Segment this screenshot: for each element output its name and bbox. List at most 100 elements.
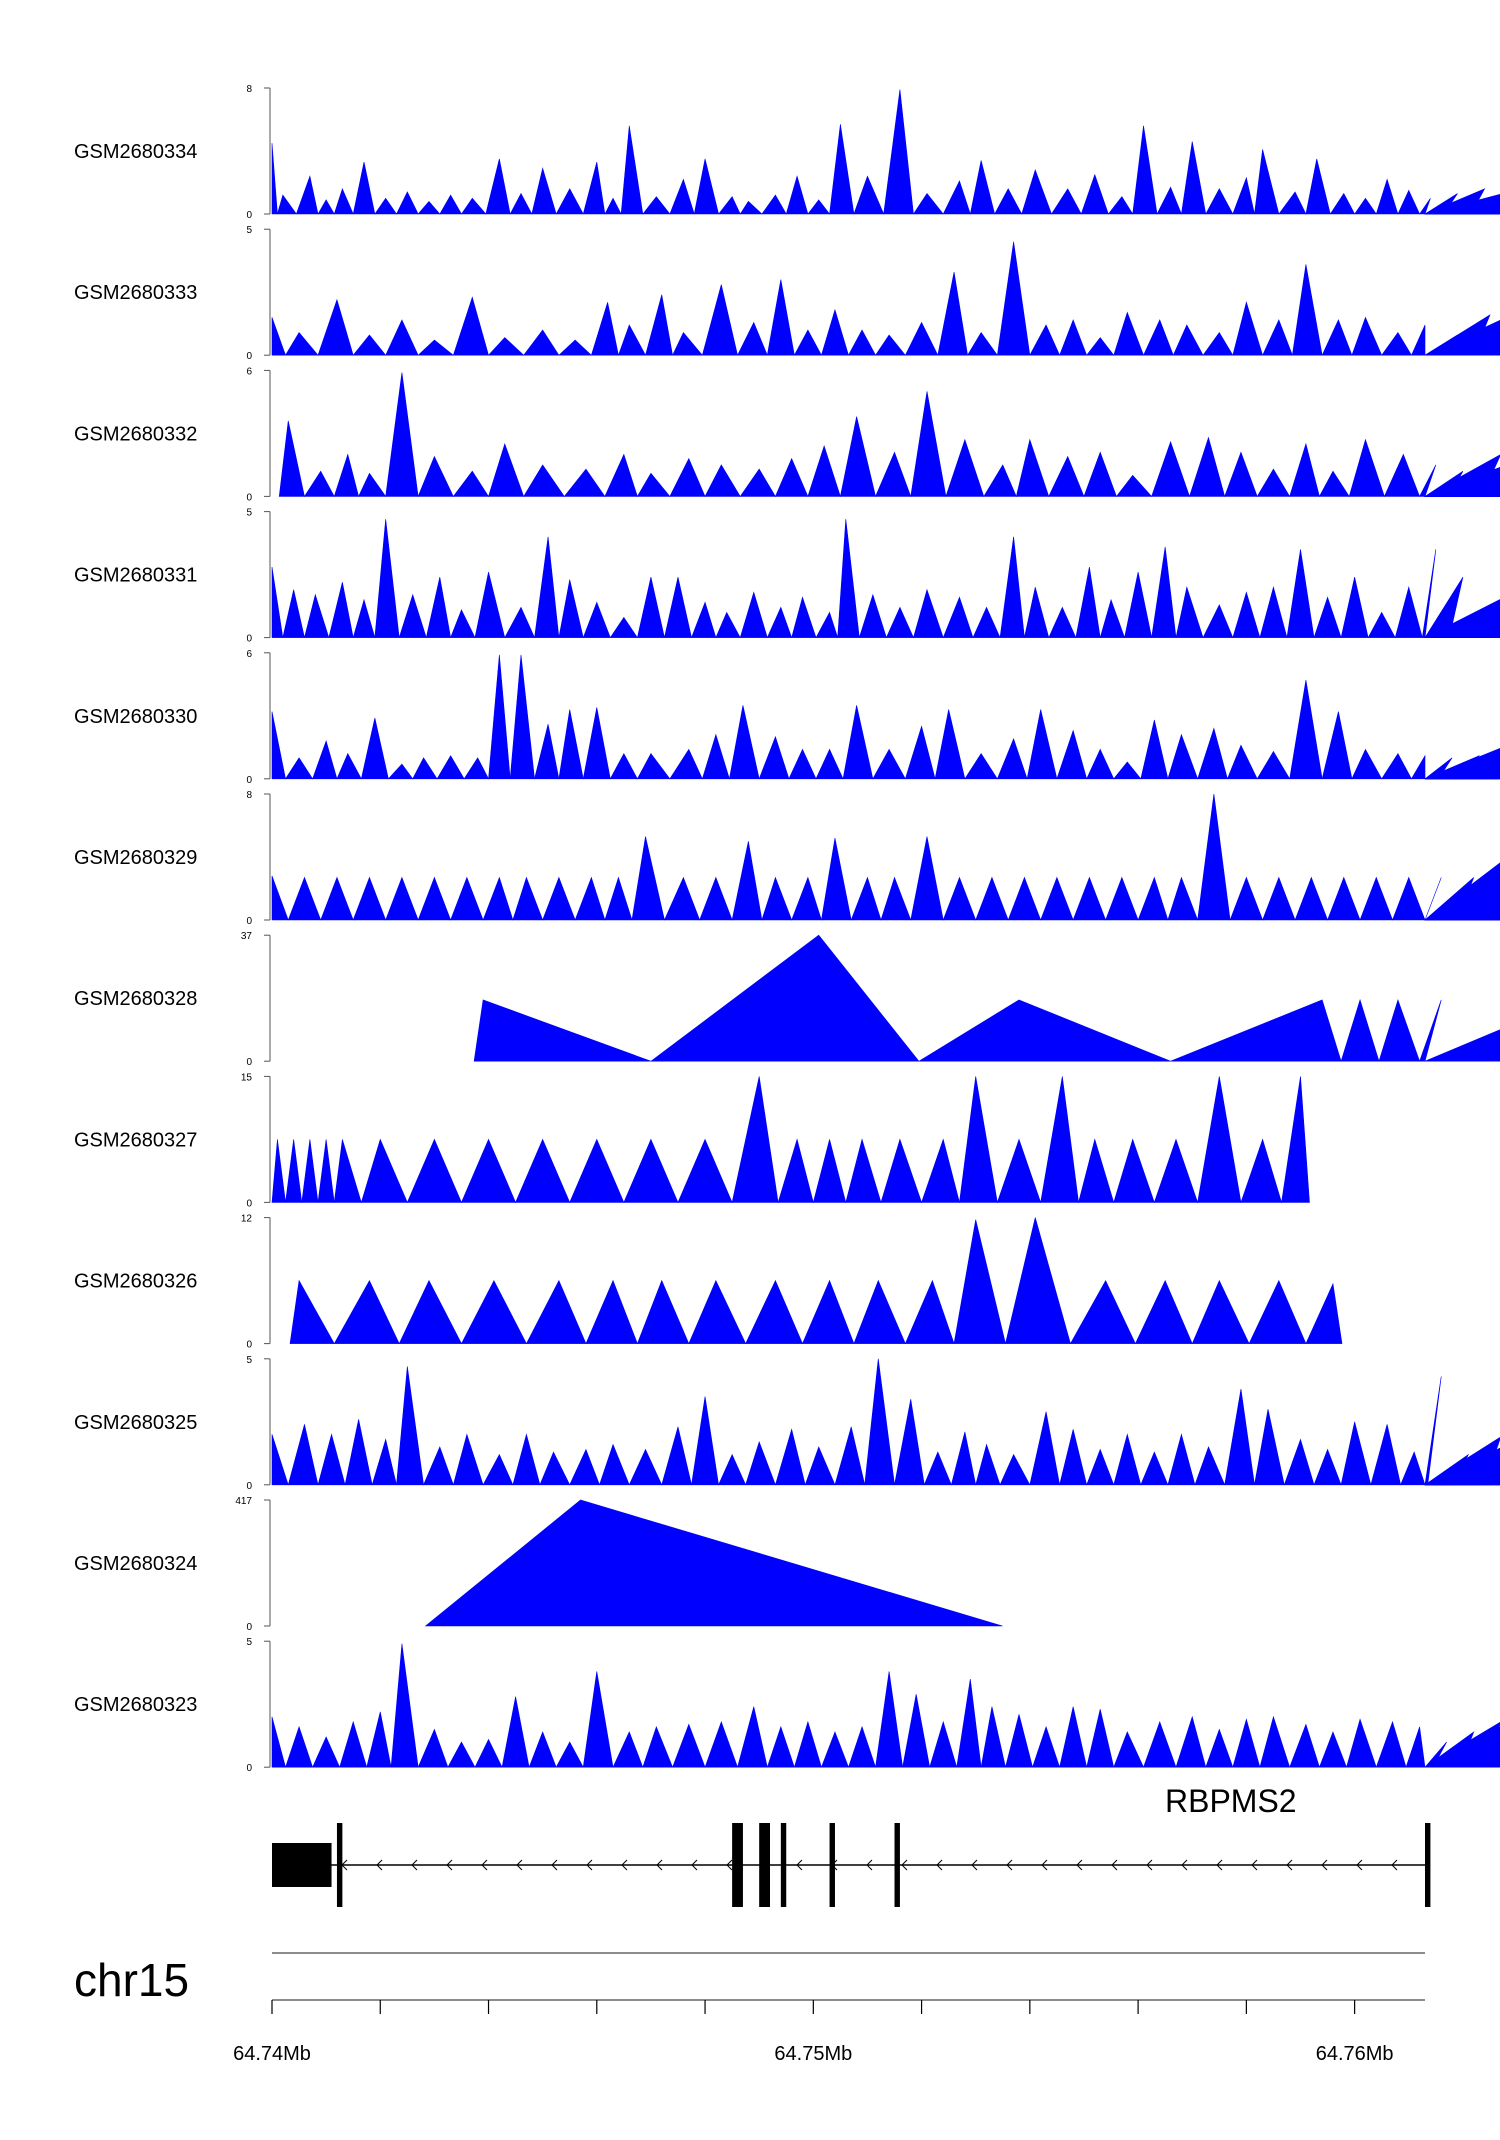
coverage-peak <box>845 1138 882 1203</box>
coverage-peak <box>1172 324 1204 356</box>
gene-name-label: RBPMS2 <box>1165 1783 1297 1819</box>
coverage-peak <box>969 160 996 215</box>
coverage-peak <box>1080 173 1109 215</box>
coverage-peak <box>1175 586 1204 638</box>
coverage-peak <box>312 1736 341 1768</box>
strand-arrow <box>446 1859 453 1871</box>
coverage-peak <box>620 125 644 215</box>
coverage-peak <box>1321 319 1353 356</box>
strand-arrow <box>621 1859 628 1871</box>
coverage-peak <box>406 1138 462 1203</box>
coverage-peak <box>352 334 387 356</box>
coverage-peak <box>917 999 1171 1062</box>
coverage-peak <box>1370 1424 1402 1486</box>
coverage-peak <box>523 464 565 497</box>
coverage-peak <box>1381 753 1412 780</box>
coverage-peak <box>1248 1279 1307 1344</box>
coverage-peak <box>766 606 793 638</box>
coverage-peak <box>1313 1448 1342 1486</box>
coverage-peak <box>509 192 533 215</box>
track-label: GSM2680324 <box>74 1553 197 1575</box>
coverage-peak <box>1115 474 1153 497</box>
coverage-peak <box>669 748 703 780</box>
y-max-label: 8 <box>246 790 252 801</box>
coverage-peak <box>366 1711 392 1768</box>
coverage-peak <box>672 331 703 356</box>
strand-arrow <box>1181 1859 1188 1871</box>
coverage-peak <box>875 334 906 356</box>
coverage-peak <box>1083 451 1117 497</box>
coverage-peak <box>412 757 438 780</box>
coverage-peak <box>539 1451 571 1486</box>
coverage-peak <box>921 1138 960 1203</box>
coverage-peak <box>1232 1718 1261 1768</box>
coverage-peak <box>1411 324 1426 356</box>
track-label: GSM2680331 <box>74 565 197 587</box>
coverage-peak <box>398 1279 462 1344</box>
coverage-peak <box>333 453 359 497</box>
coverage-peak <box>604 197 622 215</box>
coverage-peak <box>1383 453 1421 497</box>
coverage-peak <box>766 279 795 356</box>
coverage-peak <box>774 457 809 497</box>
coverage-peak <box>1424 346 1500 356</box>
coverage-peak <box>604 453 638 497</box>
coverage-peak <box>574 876 606 921</box>
coverage-peak <box>312 740 338 780</box>
coverage-peak <box>904 1279 955 1344</box>
coverage-peak <box>417 455 454 497</box>
coverage-peak <box>661 1426 692 1486</box>
coverage-peak <box>374 519 400 638</box>
track-label: GSM2680332 <box>74 423 197 445</box>
coverage-peak <box>452 296 489 356</box>
strand-arrow <box>1111 1859 1118 1871</box>
strand-arrow <box>656 1859 663 1871</box>
strand-arrow <box>1076 1859 1083 1871</box>
coverage-peak <box>285 1725 314 1768</box>
coverage-peak <box>1059 1706 1088 1768</box>
coverage-peak <box>642 196 671 215</box>
coverage-peak <box>1005 1714 1033 1768</box>
coverage-peak <box>999 536 1025 638</box>
coverage-peak <box>271 711 286 780</box>
coverage-peak <box>775 1428 806 1486</box>
coverage-peak <box>271 1716 286 1768</box>
coverage-peak <box>1424 1468 1500 1486</box>
coverage-peak <box>585 1279 638 1344</box>
coverage-peak <box>812 1139 847 1203</box>
coverage-peak <box>1340 1421 1372 1486</box>
coverage-peak <box>1375 1720 1407 1768</box>
coverage-peak <box>352 161 376 215</box>
coverage-peak <box>1392 876 1426 921</box>
coverage-peak <box>360 1138 408 1203</box>
coverage-peak <box>523 329 560 356</box>
coverage-peak <box>271 875 289 921</box>
coverage-peak <box>317 199 335 215</box>
coverage-peak <box>463 757 490 780</box>
coverage-peak <box>967 331 998 356</box>
coverage-peak <box>1262 319 1293 356</box>
coverage-peak <box>385 876 419 921</box>
strand-arrow <box>901 1859 908 1871</box>
coverage-peak <box>1113 761 1142 780</box>
coverage-peak <box>1424 771 1500 780</box>
coverage-peak <box>425 577 451 638</box>
coverage-peak <box>847 329 877 356</box>
coverage-peak <box>777 1138 814 1203</box>
coverage-peak <box>515 1138 571 1203</box>
coverage-peak <box>677 1138 733 1203</box>
coverage-peak <box>785 175 809 215</box>
coverage-peak <box>972 606 1001 638</box>
coverage-peak <box>737 1706 768 1768</box>
coverage-peak <box>929 1720 958 1768</box>
track-GSM2680333: GSM2680333 5 0 <box>74 225 1500 362</box>
coverage-peak <box>512 876 544 921</box>
coverage-peak <box>528 1731 557 1768</box>
coverage-peak <box>669 457 706 497</box>
coverage-peak <box>980 1706 1006 1768</box>
coverage-peak <box>336 752 362 780</box>
track-label: GSM2680328 <box>74 988 197 1010</box>
y-min-label: 0 <box>246 1198 252 1209</box>
coverage-peak <box>1167 1433 1196 1486</box>
